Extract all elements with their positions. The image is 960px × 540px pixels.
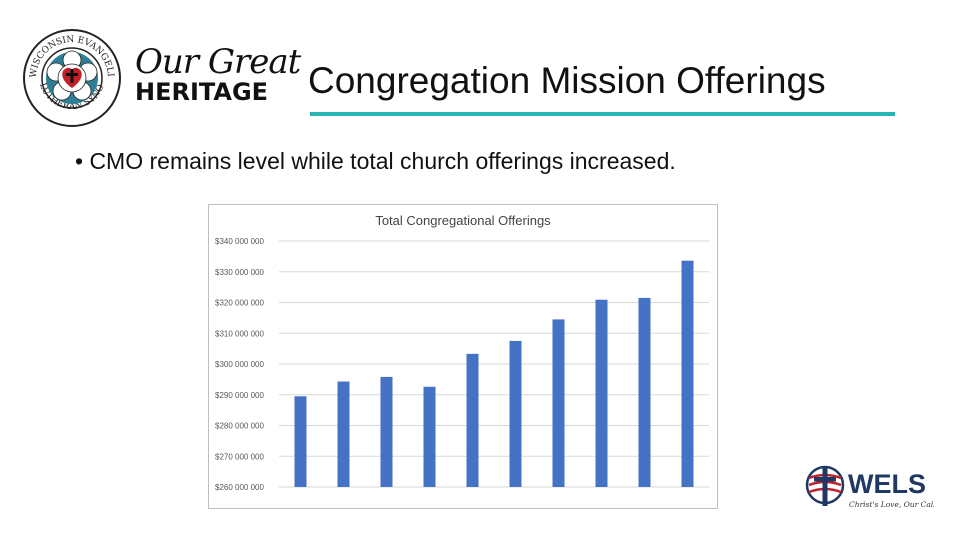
wels-logo-text: WELS <box>848 469 926 499</box>
chart-svg: Total Congregational Offerings $340 000 … <box>215 213 709 492</box>
bar <box>294 396 307 487</box>
luther-rose-icon <box>46 50 98 104</box>
synod-seal-logo: WISCONSIN EVANGELICAL LUTHERAN SYNOD <box>22 28 121 127</box>
y-tick-label: $280 000 000 <box>215 422 264 431</box>
y-tick-label: $290 000 000 <box>215 391 264 400</box>
bar <box>552 319 565 487</box>
y-tick-label: $310 000 000 <box>215 329 264 338</box>
bars <box>294 260 694 487</box>
title-underline <box>310 112 895 116</box>
slide-title: Congregation Mission Offerings <box>308 60 826 101</box>
our-great-heritage-logo: Our Great HERITAGE <box>135 42 301 106</box>
y-tick-label: $260 000 000 <box>215 483 264 492</box>
bar <box>681 260 694 487</box>
wels-logo-tagline: Christ's Love, Our Calling <box>849 500 934 509</box>
wels-cross-emblem-icon <box>805 465 845 506</box>
y-tick-label: $320 000 000 <box>215 299 264 308</box>
bar <box>509 340 522 487</box>
y-tick-label: $340 000 000 <box>215 237 264 246</box>
bar <box>337 381 350 487</box>
tagline-heritage: HERITAGE <box>135 78 269 106</box>
y-tick-label: $330 000 000 <box>215 268 264 277</box>
tagline-script: Our Great <box>135 42 301 82</box>
bar <box>466 353 479 487</box>
y-tick-label: $270 000 000 <box>215 452 264 461</box>
grid-lines <box>279 240 709 488</box>
y-axis-ticks: $340 000 000 $330 000 000 $320 000 000 $310… <box>215 237 264 492</box>
bar <box>423 386 436 487</box>
y-tick-label: $300 000 000 <box>215 360 264 369</box>
offerings-chart: Total Congregational Offerings $340 000 … <box>208 204 718 509</box>
bar <box>380 376 393 487</box>
bullet-point: • CMO remains level while total church o… <box>75 148 676 174</box>
bar <box>595 299 608 487</box>
wels-logo: WELS Christ's Love, Our Calling <box>805 465 934 509</box>
chart-title: Total Congregational Offerings <box>375 213 551 228</box>
bar <box>638 297 651 487</box>
